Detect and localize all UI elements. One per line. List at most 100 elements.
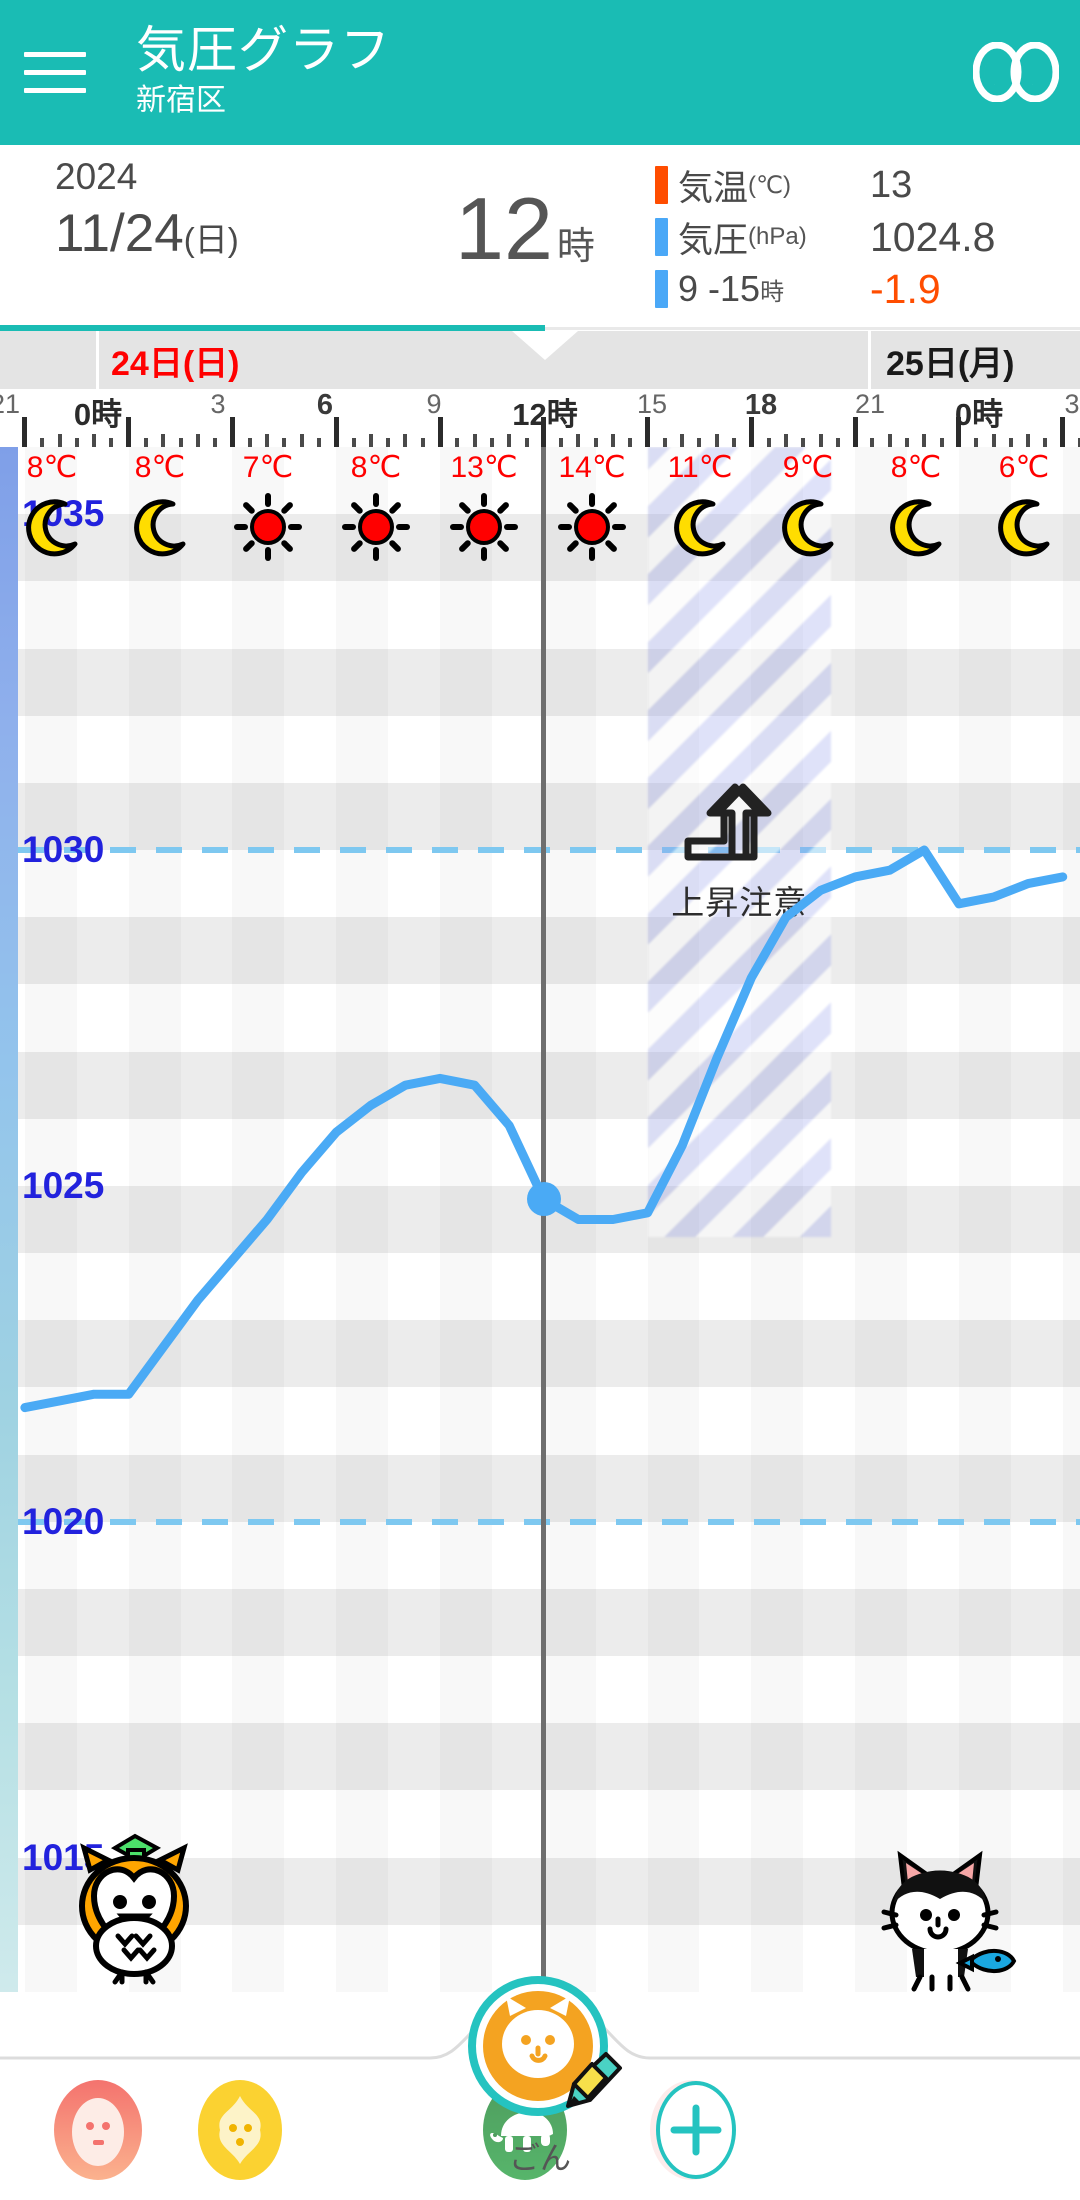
ruler-tick	[974, 438, 979, 447]
ruler-tick	[801, 438, 806, 447]
moon-icon	[753, 495, 863, 559]
owl-mascot[interactable]	[60, 1820, 210, 1990]
eyes-glyph	[973, 42, 1059, 102]
rise-warning-label: 上昇注意	[609, 783, 869, 924]
y-axis-label: 1030	[22, 829, 105, 871]
ruler-tick	[455, 438, 460, 447]
ruler-tick	[333, 417, 339, 447]
ruler-tick	[956, 417, 962, 447]
ruler-tick	[143, 438, 148, 447]
cat-avatar-icon	[468, 1976, 608, 2116]
weather-temperature: 8℃	[26, 451, 78, 484]
ruler-tick	[887, 434, 892, 447]
ruler-label: 3	[210, 389, 226, 419]
ruler-label: 3	[1064, 389, 1080, 419]
weather-cell: 6℃	[969, 447, 1079, 559]
ruler-label: 18	[744, 389, 778, 421]
ruler-tick	[680, 434, 685, 447]
weather-temperature: 9℃	[782, 451, 834, 484]
info-panel: 2024 11/24(日) 12 時 気温 (℃) 13 気圧 (hPa) 10…	[0, 145, 1080, 325]
yellow-star-icon	[198, 2080, 282, 2180]
ruler-tick	[748, 417, 754, 447]
ruler-tick	[991, 434, 996, 447]
ruler-tick	[541, 417, 547, 447]
nav-star-yellow[interactable]	[180, 2078, 300, 2182]
ruler-tick	[576, 434, 581, 447]
day-cell-25: 25日(月)	[880, 331, 1014, 389]
pressure-curve	[20, 845, 1068, 1413]
ruler-tick	[766, 438, 771, 447]
rise-warning-band	[647, 447, 831, 1237]
ruler-label: 9	[426, 389, 442, 419]
nav-add[interactable]	[632, 2078, 752, 2182]
ruler-tick	[299, 434, 304, 447]
ruler-tick	[1026, 434, 1031, 447]
moon-icon	[105, 495, 215, 559]
pencil-icon	[566, 2052, 622, 2108]
hamburger-menu-icon[interactable]	[0, 0, 110, 145]
pressure-chart[interactable]: 1035 1030 1025 1020 1015 上昇注意 8℃ 8℃ 7℃ 8℃ 13℃ 14℃…	[0, 447, 1080, 1992]
weather-temperature: 8℃	[890, 451, 942, 484]
ruler-tick	[368, 434, 373, 447]
ruler-tick	[489, 438, 494, 447]
sun-icon	[213, 493, 323, 561]
moon-icon	[0, 495, 107, 559]
moon-icon	[861, 495, 971, 559]
ruler-tick	[195, 434, 200, 447]
temperature-unit: (℃)	[748, 171, 791, 199]
weather-temperature: 8℃	[134, 451, 186, 484]
eyes-icon[interactable]	[970, 28, 1062, 116]
hamburger-bar	[24, 88, 86, 93]
cat-mascot[interactable]	[880, 1845, 1020, 1992]
bottom-navigation: ごん	[0, 1976, 1080, 2200]
temperature-value: 13	[870, 163, 913, 206]
ruler-tick	[178, 438, 183, 447]
chart-hband	[18, 1588, 1080, 1657]
ruler-tick	[507, 434, 512, 447]
ruler-tick	[783, 434, 788, 447]
ruler-tick	[1008, 438, 1013, 447]
ruler-tick	[524, 438, 529, 447]
date-block[interactable]: 2024 11/24(日)	[55, 153, 239, 267]
ruler-tick	[939, 438, 944, 447]
chart-hband	[18, 782, 1080, 851]
center-avatar[interactable]	[460, 1968, 622, 2128]
ruler-tick	[628, 438, 633, 447]
plus-icon	[650, 2080, 736, 2180]
app-bar: 気圧グラフ 新宿区	[0, 0, 1080, 145]
pressure-swatch	[655, 218, 668, 256]
nav-face-pink[interactable]	[38, 2078, 158, 2182]
day-label: 25日(月)	[886, 344, 1015, 383]
y-axis-label: 1025	[22, 1164, 105, 1206]
pressure-value: 1024.8	[870, 213, 996, 260]
cat-mascot-icon	[881, 1850, 1017, 1992]
ruler-tick	[870, 438, 875, 447]
weather-cell: 14℃	[537, 447, 647, 561]
ruler-tick	[1043, 438, 1048, 447]
ruler-tick	[905, 438, 910, 447]
center-avatar-label: ごん	[509, 2141, 571, 2176]
weather-cell: 9℃	[753, 447, 863, 559]
ruler-tick	[229, 417, 235, 447]
chart-hband	[18, 1454, 1080, 1522]
ruler-tick	[247, 438, 252, 447]
date-dow: (日)	[183, 221, 239, 259]
ruler-tick	[161, 434, 166, 447]
weather-cell: 8℃	[105, 447, 215, 559]
date-md: 11/24	[55, 204, 184, 264]
ruler-tick	[472, 434, 477, 447]
weather-temperature: 7℃	[242, 451, 294, 484]
time-ruler[interactable]: 21 0時 3 6 9 12時 15 18 21 0時 3	[0, 389, 1080, 447]
moon-icon	[969, 495, 1079, 559]
ruler-label: 15	[636, 389, 668, 419]
pressure-gradient-scale	[0, 447, 18, 1992]
sun-icon	[321, 493, 431, 561]
weather-temperature: 6℃	[998, 451, 1050, 484]
ruler-tick	[697, 438, 702, 447]
sun-icon	[537, 493, 647, 561]
ruler-tick	[818, 434, 823, 447]
day-cell-24: 24日(日)	[105, 331, 239, 389]
chart-hband	[18, 1051, 1080, 1119]
ruler-tick	[732, 438, 737, 447]
location-subtitle: 新宿区	[136, 84, 226, 118]
